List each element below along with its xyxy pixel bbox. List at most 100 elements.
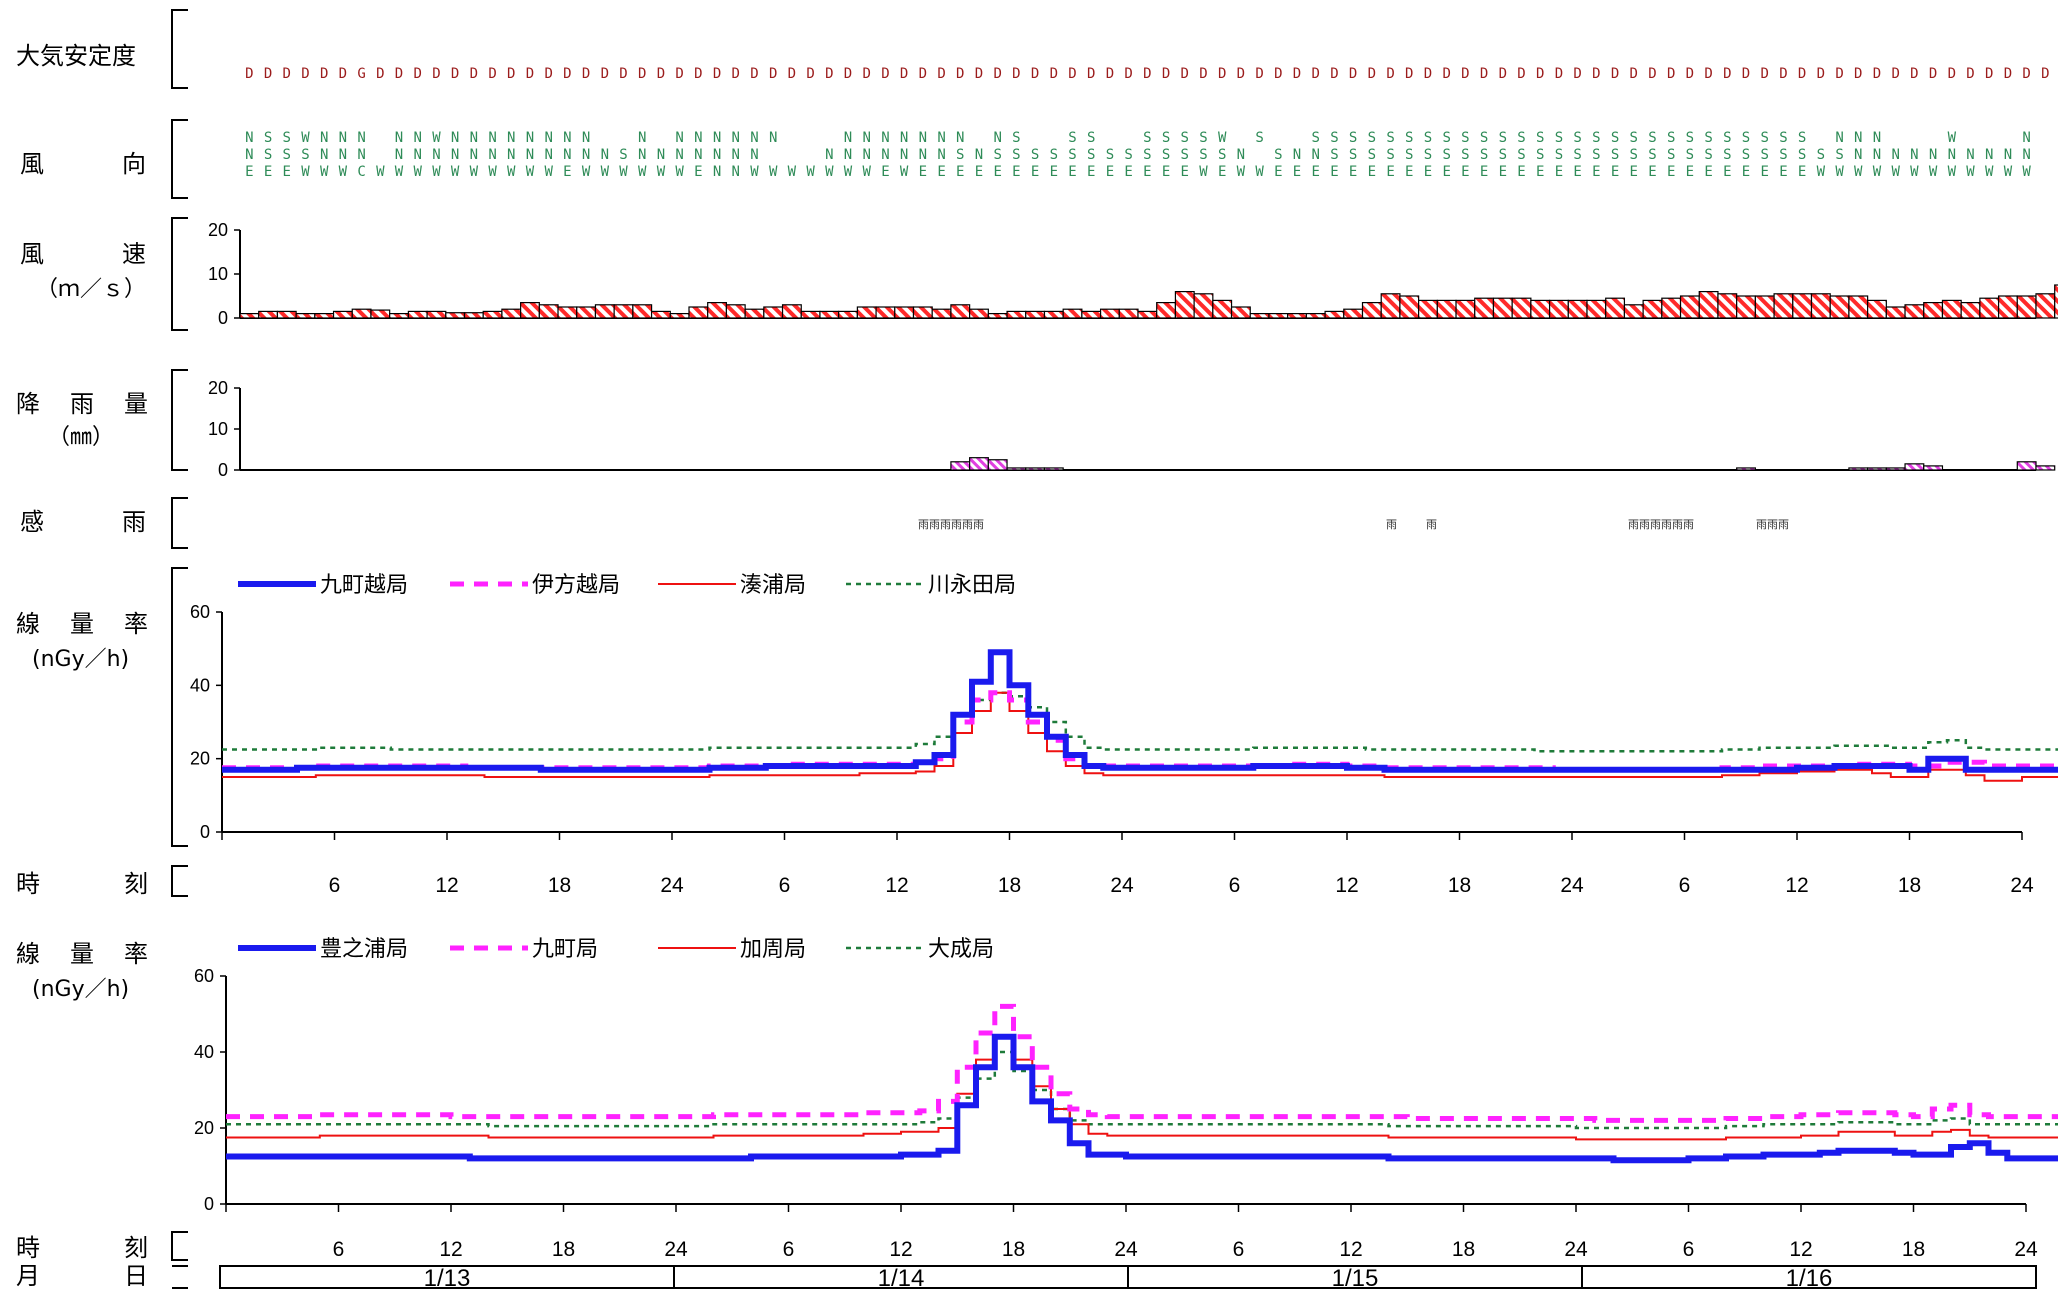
- wind-speed-bar: [389, 313, 409, 319]
- time-1-tick-label: 6: [779, 874, 791, 897]
- wind-speed-bar: [1997, 295, 2018, 319]
- wind-dir-code: S: [1480, 130, 1488, 146]
- wind-dir-code: S: [1742, 147, 1750, 163]
- stability-code: D: [283, 66, 291, 82]
- wind-dir-code: S: [1648, 147, 1656, 163]
- wind-speed-bar: [912, 306, 933, 319]
- wind-dir-code: N: [2022, 147, 2030, 163]
- stability-code: D: [1424, 66, 1432, 82]
- dose-rate-1-series-line: [222, 690, 2058, 773]
- wind-dir-code: N: [414, 130, 422, 146]
- wind-dir-code: S: [1012, 130, 1020, 146]
- time-axis-1: 6 12 18 24 6 12 18 24 6 12 18 24 6 12 18 24: [329, 874, 2034, 897]
- label-rain-unit: （㎜）: [48, 425, 114, 450]
- wind-dir-code: N: [526, 147, 534, 163]
- wind-dir-code: N: [638, 147, 646, 163]
- wind-dir-code: N: [863, 147, 871, 163]
- wind-dir-code: S: [993, 147, 1001, 163]
- wind-dir-code: S: [1405, 130, 1413, 146]
- rainfall-bar: [969, 457, 989, 471]
- wind-dir-code: N: [395, 147, 403, 163]
- wind-dir-code: W: [432, 130, 441, 146]
- wind-dir-code: E: [1517, 164, 1525, 180]
- stability-code: D: [1835, 66, 1843, 82]
- wind-dir-code: E: [1761, 164, 1769, 180]
- stability-code: D: [1293, 66, 1301, 82]
- stability-code: D: [1199, 66, 1207, 82]
- wind-dir-code: N: [432, 147, 440, 163]
- wind-speed-bar: [1399, 295, 1420, 319]
- stability-code: D: [563, 66, 571, 82]
- stability-code: D: [470, 66, 478, 82]
- wind-dir-code: E: [1648, 164, 1656, 180]
- wind-speed-bar: [1810, 293, 1831, 319]
- wind-dir-code: E: [1686, 164, 1694, 180]
- wind-speed-bar: [1642, 299, 1663, 319]
- wind-dir-code: N: [732, 164, 740, 180]
- wind-speed-bar: [1249, 313, 1270, 319]
- wind-dir-code: S: [283, 147, 291, 163]
- wind-dir-code: N: [582, 130, 590, 146]
- wind-speed-bar: [1829, 295, 1850, 319]
- wind-dir-code: S: [1330, 147, 1338, 163]
- wind-speed-bar: [931, 308, 952, 319]
- wind-dir-code: S: [1218, 147, 1226, 163]
- wind-dir-code: N: [900, 147, 908, 163]
- wind-dir-code: N: [451, 130, 459, 146]
- wind-dir-code: S: [264, 147, 272, 163]
- stability-code: D: [451, 66, 459, 82]
- stability-code: D: [937, 66, 945, 82]
- time-1-tick-label: 18: [1898, 874, 1921, 897]
- stability-code: D: [1218, 66, 1226, 82]
- wind-speed-bar: [407, 310, 428, 319]
- wind-dir-code: C: [357, 164, 365, 180]
- label-rain-3: 量: [124, 390, 148, 418]
- stability-code: D: [1349, 66, 1357, 82]
- wind-dir-code: W: [526, 164, 535, 180]
- stability-code: D: [638, 66, 646, 82]
- wind-dir-code: S: [1761, 147, 1769, 163]
- wind-speed-y-tick-label: 10: [208, 264, 228, 284]
- wind-speed-bar: [1137, 310, 1158, 319]
- wind-dir-code: W: [507, 164, 516, 180]
- time-1-tick-label: 6: [1229, 874, 1241, 897]
- time-1-tick-label: 24: [1110, 874, 1134, 897]
- wind-speed-bar: [894, 306, 915, 319]
- time-2-tick-label: 6: [1683, 1238, 1695, 1261]
- wind-dir-code: W: [1218, 130, 1227, 146]
- wind-dir-code: E: [1742, 164, 1750, 180]
- wind-dir-code: N: [488, 130, 496, 146]
- stability-code: D: [414, 66, 422, 82]
- wind-dir-code: E: [1442, 164, 1450, 180]
- wind-dir-code: W: [1817, 164, 1826, 180]
- wind-speed-bar: [1511, 297, 1532, 319]
- wind-dir-code: N: [245, 147, 253, 163]
- wind-speed-bar: [856, 306, 877, 319]
- wind-speed-bar: [2016, 295, 2037, 319]
- time-1-tick-label: 6: [329, 874, 341, 897]
- wind-dir-code: N: [732, 147, 740, 163]
- wind-speed-bar: [1960, 302, 1981, 319]
- dose-rate-2-series-line: [226, 1003, 2058, 1123]
- wind-speed-bar: [763, 306, 784, 319]
- wind-speed-bar: [1343, 308, 1364, 319]
- wind-dir-code: W: [1948, 130, 1957, 146]
- stability-code: D: [1237, 66, 1245, 82]
- wind-dir-code: W: [825, 164, 834, 180]
- wind-dir-code: N: [694, 130, 702, 146]
- wind-dir-code: S: [1630, 147, 1638, 163]
- rainfall-chart: 0 10 20: [208, 378, 2056, 480]
- stability-code: D: [544, 66, 552, 82]
- dose-rate-1-series-line: [222, 649, 2058, 773]
- stability-code: D: [1181, 66, 1189, 82]
- stability-code: D: [1723, 66, 1731, 82]
- stability-code: D: [1686, 66, 1694, 82]
- wind-dir-code: W: [1985, 164, 1994, 180]
- wind-dir-code: N: [507, 130, 515, 146]
- wind-dir-code: S: [1592, 130, 1600, 146]
- stability-code: D: [1966, 66, 1974, 82]
- label-wind-speed-unit: （ｍ／ｓ）: [36, 277, 146, 302]
- wind-dir-code: N: [1293, 147, 1301, 163]
